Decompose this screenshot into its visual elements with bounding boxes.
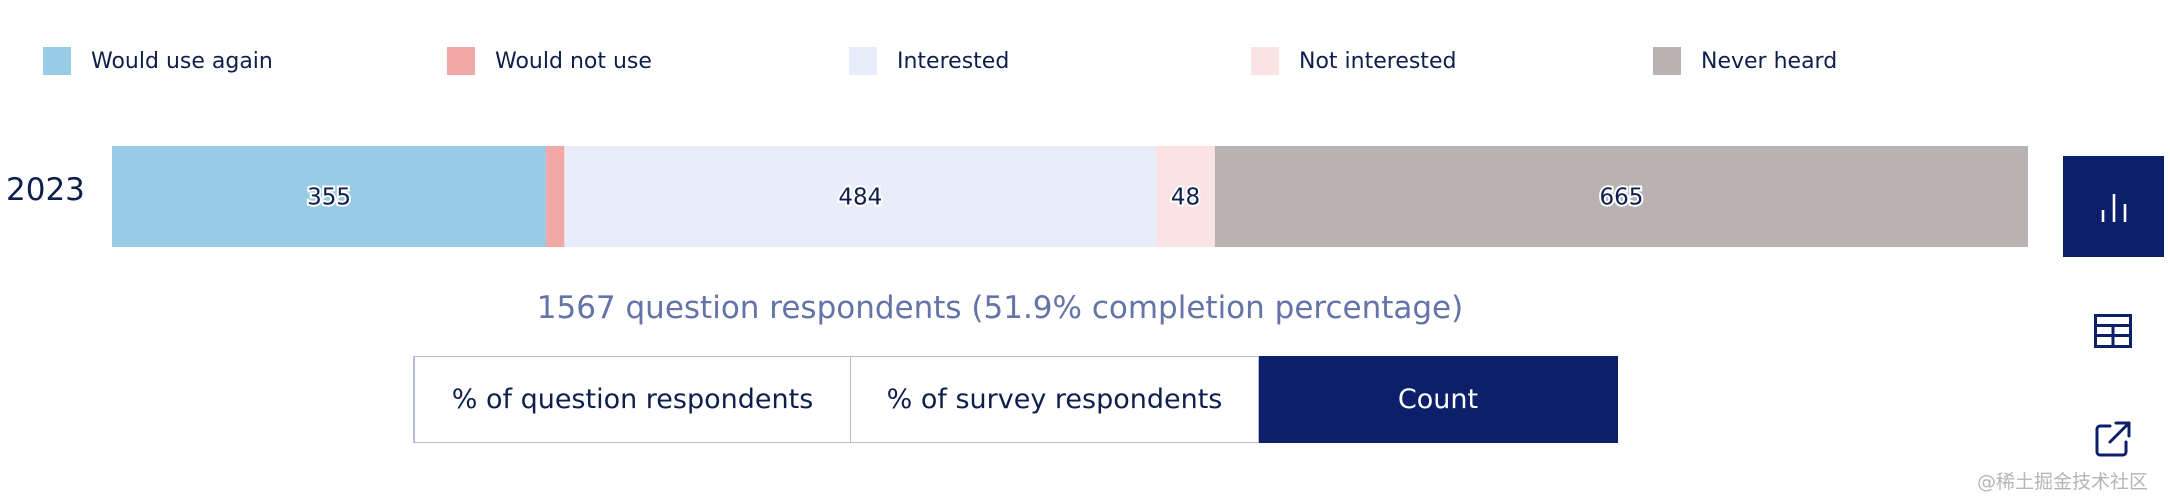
legend-item-not-interested[interactable]: Not interested — [1251, 46, 1456, 76]
legend-swatch — [849, 47, 877, 75]
legend-swatch — [447, 47, 475, 75]
bar-segment-not-interested[interactable] — [1156, 146, 1215, 247]
question-respondents-button[interactable]: % of question respondents — [413, 356, 851, 443]
legend-label: Would not use — [495, 48, 652, 74]
legend-item-would-use-again[interactable]: Would use again — [43, 46, 273, 76]
count-button[interactable]: Count — [1259, 356, 1618, 443]
external-link-icon — [2095, 421, 2131, 457]
legend-label: Not interested — [1299, 48, 1457, 74]
respondents-summary: 1567 question respondents (51.9% complet… — [536, 290, 1464, 326]
data-label-would-use-again: 355 — [307, 185, 351, 211]
bar-segment-never-heard[interactable] — [1214, 146, 2028, 247]
legend-swatch — [43, 47, 71, 75]
value-mode-toggle: % of question respondents % of survey re… — [413, 356, 1618, 443]
legend-item-interested[interactable]: Interested — [849, 46, 1009, 76]
open-external-button[interactable] — [2078, 404, 2148, 474]
table-icon — [2094, 314, 2132, 348]
category-label-2023: 2023 — [6, 172, 85, 208]
data-label-never-heard: 665 — [1599, 185, 1643, 211]
survey-respondents-button[interactable]: % of survey respondents — [851, 356, 1259, 443]
legend-item-never-heard[interactable]: Never heard — [1653, 46, 1837, 76]
bar-segment-would-use-again[interactable] — [112, 146, 547, 247]
bar-segment-would-not-use[interactable] — [546, 146, 565, 247]
legend-label: Would use again — [91, 48, 273, 74]
legend-item-would-not-use[interactable]: Would not use — [447, 46, 652, 76]
watermark: @稀土掘金技术社区 — [1976, 471, 2148, 493]
data-label-interested: 484 — [838, 185, 882, 211]
legend-label: Never heard — [1701, 48, 1838, 74]
bar-chart-icon — [2101, 193, 2126, 222]
table-view-button[interactable] — [2078, 296, 2148, 366]
legend-label: Interested — [897, 48, 1010, 74]
legend-swatch — [1251, 47, 1279, 75]
legend-swatch — [1653, 47, 1681, 75]
chart-view-button[interactable] — [2063, 156, 2164, 257]
stacked-bar-chart: 355 484 48 665 — [112, 146, 2028, 247]
bar-segment-interested[interactable] — [564, 146, 1157, 247]
chart-legend: Would use again Would not use Interested… — [0, 46, 2000, 76]
stacked-bar-svg: 355 484 48 665 — [112, 146, 2028, 247]
data-label-not-interested: 48 — [1171, 185, 1200, 211]
